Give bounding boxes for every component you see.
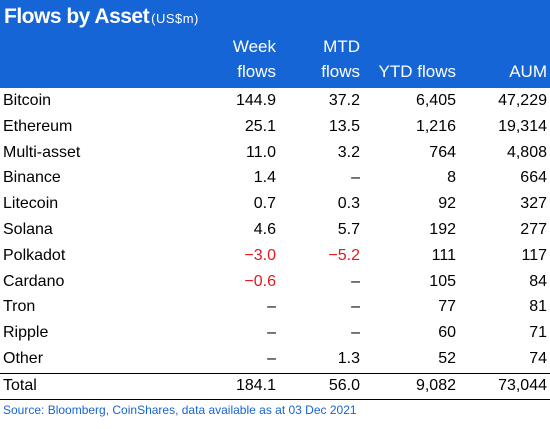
row-label: Multi-asset xyxy=(3,143,81,161)
row-value: – xyxy=(267,350,276,367)
row-value: – xyxy=(351,324,360,342)
row-label: Litecoin xyxy=(3,195,59,213)
row-value: 117 xyxy=(521,246,547,264)
row-value: 71 xyxy=(529,324,547,342)
title: Flows by Asset (US$m) xyxy=(4,5,199,29)
row-value: – xyxy=(267,298,276,316)
row-value: 25.1 xyxy=(244,117,276,135)
column-header: Week flows xyxy=(232,37,276,81)
header-band: Flows by Asset (US$m) Week flows MTD flows… xyxy=(0,0,550,88)
total-value: 56.0 xyxy=(328,376,360,394)
row-value: −3.0 xyxy=(244,246,276,264)
row-label: Ethereum xyxy=(3,117,73,135)
row-value: 84 xyxy=(529,272,547,290)
source: Source: Bloomberg, CoinShares, data avai… xyxy=(3,403,357,417)
row-value: 764 xyxy=(429,143,456,161)
row-value: 19,314 xyxy=(498,117,547,135)
row-label: Solana xyxy=(3,221,53,238)
row-value: 8 xyxy=(447,169,456,187)
row-value: 47,229 xyxy=(498,92,547,109)
row-value: 664 xyxy=(520,169,547,187)
rule xyxy=(0,398,550,400)
row-value: −5.2 xyxy=(328,246,360,264)
row-label: Ripple xyxy=(3,324,49,342)
row-value: 6,405 xyxy=(415,92,456,109)
row-value: 144.9 xyxy=(235,92,276,109)
row-value: 1,216 xyxy=(415,117,456,135)
row-label: Polkadot xyxy=(3,246,66,264)
row-value: 37.2 xyxy=(328,92,360,109)
row-label: Tron xyxy=(3,298,36,316)
row-value: 327 xyxy=(520,195,547,213)
row-value: 81 xyxy=(529,298,547,316)
row-value: −0.6 xyxy=(244,272,276,290)
row-label: Other xyxy=(3,350,44,367)
total-value: 184.1 xyxy=(235,376,276,394)
row-value: 60 xyxy=(438,324,456,342)
row-value: 1.3 xyxy=(337,350,360,367)
column-header: YTD flows xyxy=(378,62,456,81)
row-value: – xyxy=(351,169,360,187)
row-value: 74 xyxy=(529,350,547,367)
row-value: 1.4 xyxy=(253,169,276,187)
row-label: Binance xyxy=(3,169,61,187)
row-value: 4.6 xyxy=(253,221,276,238)
unit: (US$m) xyxy=(151,11,199,26)
row-label: Bitcoin xyxy=(3,92,52,109)
row-value: – xyxy=(267,324,276,342)
row-value: 192 xyxy=(429,221,456,238)
row-value: 0.7 xyxy=(253,195,276,213)
row-value: 111 xyxy=(431,246,456,264)
title-text: Flows by Asset xyxy=(4,5,150,28)
row-label: Cardano xyxy=(3,272,65,290)
row-value: 4,808 xyxy=(506,143,547,161)
row-value: 5.7 xyxy=(337,221,360,238)
row-value: – xyxy=(351,298,360,316)
row-value: – xyxy=(351,272,360,290)
row-value: 92 xyxy=(438,195,456,213)
rule xyxy=(0,372,550,374)
total-value: 9,082 xyxy=(415,376,456,394)
row-value: 105 xyxy=(429,272,456,290)
row-value: 3.2 xyxy=(337,143,360,161)
column-header: AUM xyxy=(509,62,547,81)
row-value: 13.5 xyxy=(328,117,360,135)
column-header: MTD flows xyxy=(321,37,360,81)
row-value: 0.3 xyxy=(337,195,360,213)
row-value: 52 xyxy=(438,350,456,367)
row-value: 277 xyxy=(520,221,547,238)
row-value: 77 xyxy=(438,298,456,316)
total-value: 73,044 xyxy=(498,376,547,394)
row-value: 11.0 xyxy=(246,143,276,161)
total-label: Total xyxy=(3,376,37,394)
